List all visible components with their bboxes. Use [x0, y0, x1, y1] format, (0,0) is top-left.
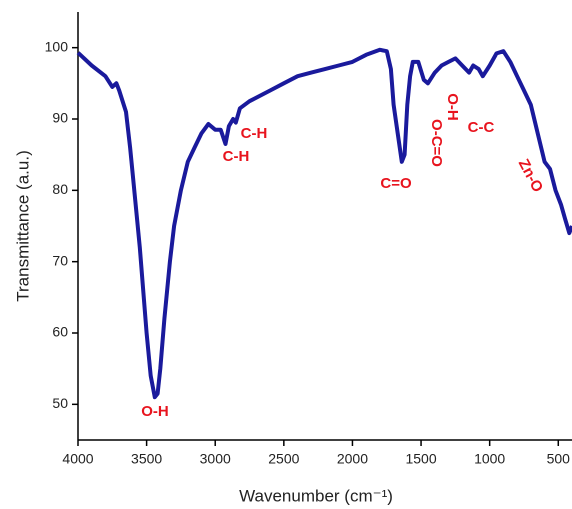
- annotation: O-C=O: [428, 119, 445, 167]
- x-tick-label: 1000: [474, 451, 505, 467]
- spectrum-line: [76, 47, 572, 400]
- y-tick-label: 90: [52, 110, 68, 126]
- x-tick-label: 500: [547, 451, 571, 467]
- annotation: C-C: [468, 119, 495, 136]
- annotation: O-H: [141, 403, 169, 420]
- x-tick-label: 4000: [62, 451, 93, 467]
- annotation: Zn-O: [515, 156, 547, 195]
- y-tick-label: 70: [52, 252, 68, 268]
- annotation: C-H: [241, 125, 268, 142]
- y-tick-label: 60: [52, 324, 68, 340]
- annotation: O-H: [444, 93, 461, 121]
- x-tick-label: 2000: [337, 451, 368, 467]
- x-tick-label: 3000: [200, 451, 231, 467]
- y-tick-label: 50: [52, 395, 68, 411]
- annotation: C=O: [380, 175, 412, 192]
- y-tick-label: 100: [45, 38, 69, 54]
- y-tick-label: 80: [52, 181, 68, 197]
- x-tick-label: 1500: [405, 451, 436, 467]
- y-axis-title: Transmittance (a.u.): [13, 150, 32, 301]
- x-tick-label: 3500: [131, 451, 162, 467]
- x-axis-title: Wavenumber (cm⁻¹): [239, 486, 393, 505]
- x-tick-label: 2500: [268, 451, 299, 467]
- annotation: C-H: [223, 148, 250, 165]
